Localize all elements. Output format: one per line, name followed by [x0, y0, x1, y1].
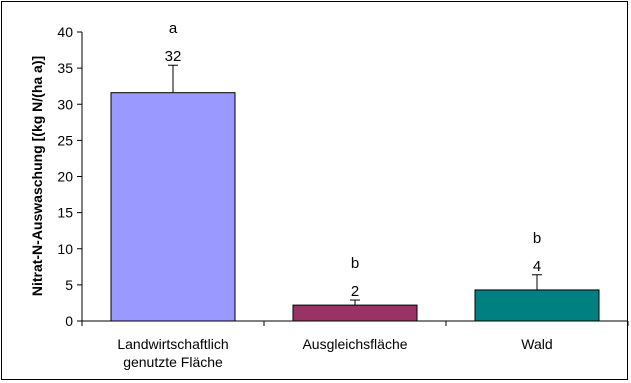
significance-letter: b	[533, 230, 541, 247]
data-label: 4	[533, 258, 541, 275]
data-label: 32	[165, 48, 182, 65]
x-category-label: Landwirtschaftlich	[117, 336, 228, 352]
bar	[474, 289, 600, 322]
significance-letter: a	[169, 20, 178, 37]
significance-letter: b	[351, 255, 359, 272]
y-tick-label: 30	[57, 96, 73, 112]
y-tick-label: 10	[57, 241, 73, 257]
x-category-label: Ausgleichsfläche	[302, 336, 407, 352]
x-category-label: genutzte Fläche	[123, 354, 223, 370]
y-tick-label: 5	[65, 277, 73, 293]
y-tick-label: 15	[57, 205, 73, 221]
y-tick-label: 20	[57, 169, 73, 185]
bar	[292, 304, 418, 322]
y-tick-label: 35	[57, 60, 73, 76]
y-tick-label: 25	[57, 132, 73, 148]
plot-area: 0 5 10 15 20 25 30 35 40 32 a Landwirtschaftlich gen…	[57, 20, 629, 370]
y-axis-title: Nitrat-N-Auswaschung [(kg N/(ha a)]	[29, 56, 45, 296]
bar	[110, 92, 236, 322]
y-tick-label: 0	[65, 313, 73, 329]
y-tick-label: 40	[57, 24, 73, 40]
data-label: 2	[351, 283, 359, 300]
x-category-label: Wald	[521, 336, 552, 352]
